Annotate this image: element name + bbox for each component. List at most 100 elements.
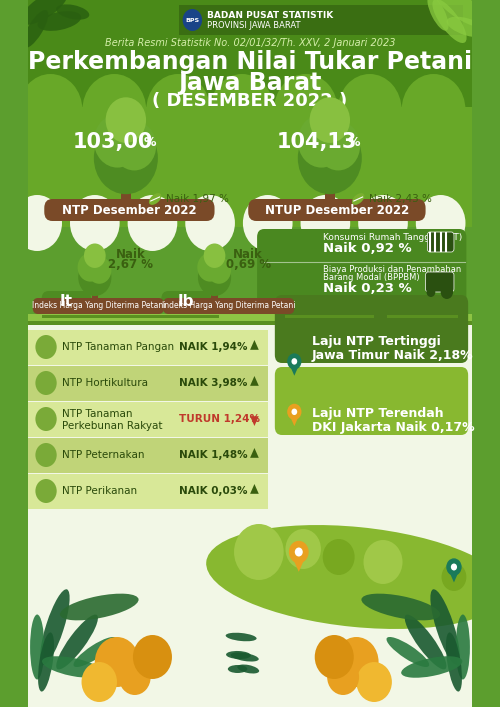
Circle shape <box>356 662 392 702</box>
Text: Naik: Naik <box>116 247 145 260</box>
Circle shape <box>182 9 202 31</box>
Text: Indeks Harga Yang Diterima Petani: Indeks Harga Yang Diterima Petani <box>162 301 296 310</box>
Bar <box>28 474 268 509</box>
FancyBboxPatch shape <box>163 298 294 314</box>
Circle shape <box>128 195 178 251</box>
Text: NAIK 1,94%: NAIK 1,94% <box>179 342 248 352</box>
FancyBboxPatch shape <box>275 295 468 363</box>
Circle shape <box>36 335 56 359</box>
Polygon shape <box>291 554 307 572</box>
Circle shape <box>243 195 292 251</box>
Ellipse shape <box>226 651 251 659</box>
Circle shape <box>446 559 462 575</box>
Circle shape <box>87 257 112 284</box>
Circle shape <box>198 253 223 281</box>
Polygon shape <box>442 231 449 240</box>
Ellipse shape <box>238 665 259 674</box>
Circle shape <box>338 74 402 146</box>
FancyBboxPatch shape <box>44 199 214 221</box>
Ellipse shape <box>362 594 440 620</box>
Circle shape <box>95 637 139 687</box>
Circle shape <box>18 74 82 146</box>
Polygon shape <box>250 340 259 350</box>
Ellipse shape <box>42 656 103 678</box>
Circle shape <box>94 122 158 194</box>
Text: NTUP Desember 2022: NTUP Desember 2022 <box>265 204 409 216</box>
Text: Naik 1,97 %: Naik 1,97 % <box>166 194 228 204</box>
Ellipse shape <box>434 0 488 28</box>
Ellipse shape <box>206 525 500 629</box>
Circle shape <box>36 407 56 431</box>
Circle shape <box>71 63 149 151</box>
Text: NTP Peternakan: NTP Peternakan <box>62 450 144 460</box>
Text: Jawa Barat: Jawa Barat <box>178 71 322 95</box>
Circle shape <box>298 115 345 168</box>
Text: NTP Hortikultura: NTP Hortikultura <box>62 378 148 388</box>
Bar <box>28 321 471 325</box>
Bar <box>92 293 98 309</box>
Text: NTP Tanaman: NTP Tanaman <box>62 409 132 419</box>
Text: TURUN 1,24%: TURUN 1,24% <box>179 414 260 424</box>
Polygon shape <box>288 413 300 426</box>
Ellipse shape <box>56 614 98 670</box>
Ellipse shape <box>401 656 462 678</box>
Ellipse shape <box>226 633 256 641</box>
Text: ( DESEMBER 2022 ): ( DESEMBER 2022 ) <box>152 92 348 110</box>
Circle shape <box>364 540 403 584</box>
FancyBboxPatch shape <box>248 199 426 221</box>
Bar <box>28 315 471 707</box>
Circle shape <box>289 541 308 563</box>
Text: BADAN PUSAT STATISTIK: BADAN PUSAT STATISTIK <box>208 11 334 20</box>
Circle shape <box>404 551 432 583</box>
Text: BPS: BPS <box>186 18 200 23</box>
Circle shape <box>442 563 466 591</box>
Text: It: It <box>60 295 73 310</box>
Ellipse shape <box>228 665 248 673</box>
Circle shape <box>262 63 340 151</box>
Circle shape <box>326 63 404 151</box>
Circle shape <box>292 409 297 415</box>
Circle shape <box>207 257 231 284</box>
Circle shape <box>314 635 354 679</box>
Circle shape <box>440 285 453 299</box>
Circle shape <box>295 547 303 556</box>
Bar <box>28 402 268 437</box>
Circle shape <box>146 74 210 146</box>
Bar <box>28 0 471 107</box>
Circle shape <box>78 253 103 281</box>
Circle shape <box>134 63 213 151</box>
Ellipse shape <box>352 193 364 205</box>
Polygon shape <box>448 568 460 583</box>
Circle shape <box>12 195 62 251</box>
Circle shape <box>198 259 231 296</box>
Circle shape <box>402 74 466 146</box>
Bar <box>28 438 268 473</box>
Circle shape <box>82 662 117 702</box>
Bar <box>388 315 458 318</box>
Circle shape <box>204 243 226 268</box>
FancyBboxPatch shape <box>428 232 454 252</box>
Text: Indeks Harga Yang Diterima Petani: Indeks Harga Yang Diterima Petani <box>32 301 165 310</box>
Circle shape <box>390 63 468 151</box>
Text: 103,00: 103,00 <box>72 132 152 152</box>
Bar <box>286 315 374 318</box>
Ellipse shape <box>456 614 470 679</box>
Ellipse shape <box>38 11 81 31</box>
Bar <box>28 107 471 227</box>
FancyBboxPatch shape <box>32 298 164 314</box>
Ellipse shape <box>446 633 462 691</box>
Ellipse shape <box>22 10 48 48</box>
Text: Naik: Naik <box>234 247 263 260</box>
Circle shape <box>334 637 378 687</box>
Polygon shape <box>250 484 259 493</box>
Circle shape <box>316 121 360 170</box>
Bar <box>28 314 471 321</box>
Ellipse shape <box>149 193 162 205</box>
Text: DKI Jakarta Naik 0,17%: DKI Jakarta Naik 0,17% <box>312 421 474 433</box>
Text: 2,67 %: 2,67 % <box>108 259 153 271</box>
Text: NTP Desember 2022: NTP Desember 2022 <box>62 204 196 216</box>
Circle shape <box>36 443 56 467</box>
Ellipse shape <box>428 0 448 30</box>
FancyBboxPatch shape <box>162 291 211 313</box>
Ellipse shape <box>404 614 446 670</box>
